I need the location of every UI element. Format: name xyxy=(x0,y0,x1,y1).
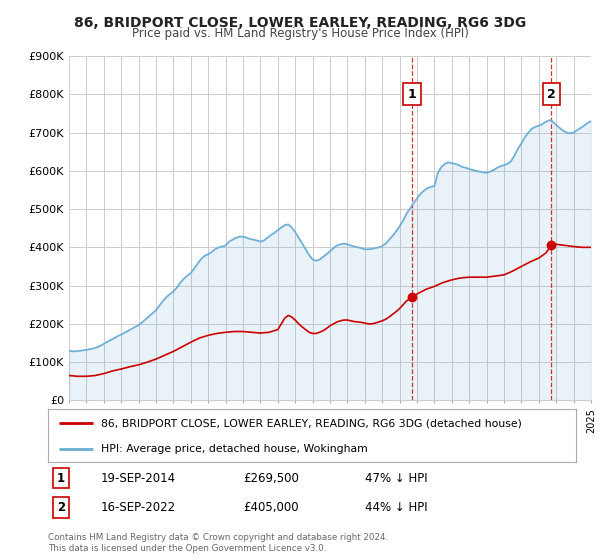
Text: 1: 1 xyxy=(408,88,416,101)
Text: 2: 2 xyxy=(57,501,65,514)
Text: HPI: Average price, detached house, Wokingham: HPI: Average price, detached house, Woki… xyxy=(101,444,368,454)
Text: 2: 2 xyxy=(547,88,556,101)
Text: 47% ↓ HPI: 47% ↓ HPI xyxy=(365,472,427,485)
Text: 19-SEP-2014: 19-SEP-2014 xyxy=(101,472,176,485)
Text: 86, BRIDPORT CLOSE, LOWER EARLEY, READING, RG6 3DG (detached house): 86, BRIDPORT CLOSE, LOWER EARLEY, READIN… xyxy=(101,418,521,428)
Text: 44% ↓ HPI: 44% ↓ HPI xyxy=(365,501,427,514)
Text: 1: 1 xyxy=(57,472,65,485)
Text: £269,500: £269,500 xyxy=(244,472,299,485)
Text: Price paid vs. HM Land Registry's House Price Index (HPI): Price paid vs. HM Land Registry's House … xyxy=(131,27,469,40)
Text: Contains HM Land Registry data © Crown copyright and database right 2024.
This d: Contains HM Land Registry data © Crown c… xyxy=(48,533,388,553)
Text: £405,000: £405,000 xyxy=(244,501,299,514)
Text: 86, BRIDPORT CLOSE, LOWER EARLEY, READING, RG6 3DG: 86, BRIDPORT CLOSE, LOWER EARLEY, READIN… xyxy=(74,16,526,30)
Text: 16-SEP-2022: 16-SEP-2022 xyxy=(101,501,176,514)
